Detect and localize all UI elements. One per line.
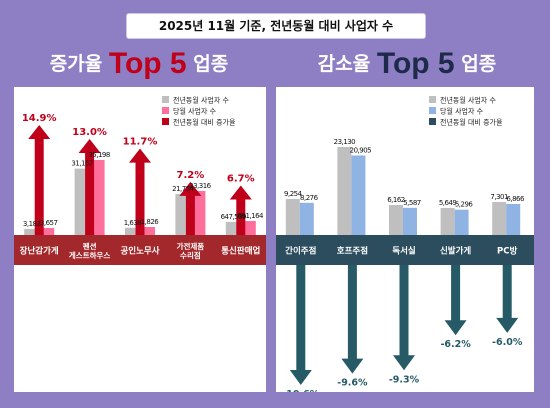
increase-header-suffix: 업종: [186, 53, 229, 75]
category-label: PC방: [497, 246, 517, 257]
cur-bar: [39, 228, 55, 235]
cur-bar: [403, 207, 417, 235]
legend-swatch-1: [429, 107, 436, 114]
legend-swatch-1: [162, 107, 169, 114]
category-band: [14, 235, 266, 265]
cur-value-label: 20,905: [350, 146, 372, 154]
category-label: 간이주점: [285, 246, 316, 257]
cur-value-label: 5,587: [403, 199, 421, 207]
rate-label: -9.3%: [389, 374, 420, 385]
cur-value-label: 8,276: [300, 194, 319, 202]
category-label: 게스트하우스: [69, 250, 110, 260]
category-label: 가전제품: [177, 241, 205, 251]
increase-header: 증가율 Top 5 업종: [14, 45, 264, 83]
rate-label: -6.2%: [440, 339, 471, 350]
rate-arrow: [496, 265, 519, 333]
prev-value-label: 6,162: [387, 196, 405, 204]
rate-label: 7.2%: [177, 170, 205, 181]
legend-label-2: 전년동월 대비 증가율: [173, 118, 236, 127]
legend-swatch-2: [429, 118, 436, 125]
category-label: 수리점: [180, 250, 201, 260]
legend-swatch-0: [429, 96, 436, 103]
rate-arrow: [129, 148, 151, 235]
rate-label: 11.7%: [123, 137, 158, 148]
category-label: 호프주점: [337, 246, 368, 257]
prev-bar: [125, 227, 140, 235]
decrease-header-prefix: 감소율: [317, 53, 377, 75]
legend-swatch-0: [162, 96, 169, 103]
rate-arrow: [229, 185, 252, 235]
prev-value-label: 23,130: [334, 138, 356, 146]
category-label: 장난감가게: [20, 246, 59, 257]
prev-value-label: 5,649: [439, 199, 457, 207]
cur-value-label: 5,296: [455, 201, 474, 209]
prev-value-label: 7,301: [490, 193, 508, 201]
prev-value-label: 31,157: [71, 160, 93, 168]
legend-label-1: 당월 사업자 수: [440, 107, 484, 116]
rate-label: 13.0%: [72, 127, 107, 138]
rate-arrow: [78, 139, 101, 235]
prev-bar: [285, 199, 300, 235]
prev-value-label: 9,254: [284, 190, 303, 198]
category-label: 공인노무사: [120, 246, 159, 257]
cur-value-label: 3,657: [40, 219, 58, 227]
rate-label: -9.6%: [337, 378, 368, 389]
category-band: [276, 235, 534, 265]
rate-arrow: [341, 265, 364, 374]
legend-label-0: 전년동월 사업자 수: [173, 96, 230, 105]
decrease-header: 감소율 Top 5 업종: [280, 45, 534, 83]
rate-arrow: [444, 265, 467, 336]
cur-value-label: 1,826: [141, 218, 160, 226]
cur-value-label: 23,316: [189, 182, 212, 190]
legend-label-1: 당월 사업자 수: [173, 107, 217, 116]
legend-label-2: 전년동월 대비 증가율: [440, 118, 503, 127]
prev-bar: [337, 147, 352, 235]
cur-value-label: 691,164: [238, 212, 264, 220]
category-label: 펜션: [83, 241, 97, 251]
cur-value-label: 35,198: [88, 151, 110, 159]
chart-title: 2025년 11월 기준, 전년동월 대비 사업자 수: [126, 13, 426, 39]
rate-arrow: [393, 265, 415, 371]
decrease-header-highlight: Top 5: [376, 47, 455, 80]
prev-value-label: 3,182: [23, 220, 41, 228]
prev-bar: [24, 228, 40, 235]
rate-label: -6.0%: [492, 337, 523, 348]
cur-bar: [506, 203, 521, 235]
rate-arrow: [179, 181, 202, 235]
cur-bar: [140, 227, 155, 235]
cur-value-label: 6,866: [506, 195, 525, 203]
prev-value-label: 21,754: [172, 185, 195, 193]
prev-value-label: 1,638: [124, 219, 142, 227]
legend-swatch-2: [162, 118, 169, 125]
prev-value-label: 647,539: [221, 213, 246, 221]
legend-label-0: 전년동월 사업자 수: [440, 96, 497, 105]
increase-header-prefix: 증가율: [49, 53, 109, 75]
category-label: 통신판매업: [221, 246, 260, 257]
prev-bar: [492, 202, 507, 235]
rate-arrow: [28, 125, 51, 235]
rate-arrow: [289, 265, 312, 385]
rate-label: 14.9%: [22, 113, 57, 124]
rate-label: -10.6%: [282, 389, 319, 392]
category-label: 독서실: [392, 246, 416, 257]
rate-label: 6.7%: [227, 174, 255, 185]
prev-bar: [389, 205, 403, 235]
cur-bar: [351, 155, 366, 235]
cur-bar: [454, 209, 469, 235]
category-label: 신발가게: [440, 246, 471, 257]
increase-panel: 전년동월 사업자 수 당월 사업자 수 전년동월 대비 증가율 14.9% 3,182 3…: [14, 87, 266, 392]
decrease-header-suffix: 업종: [454, 53, 497, 75]
prev-bar: [440, 208, 455, 235]
increase-header-highlight: Top 5: [108, 47, 187, 80]
cur-bar: [299, 202, 314, 235]
